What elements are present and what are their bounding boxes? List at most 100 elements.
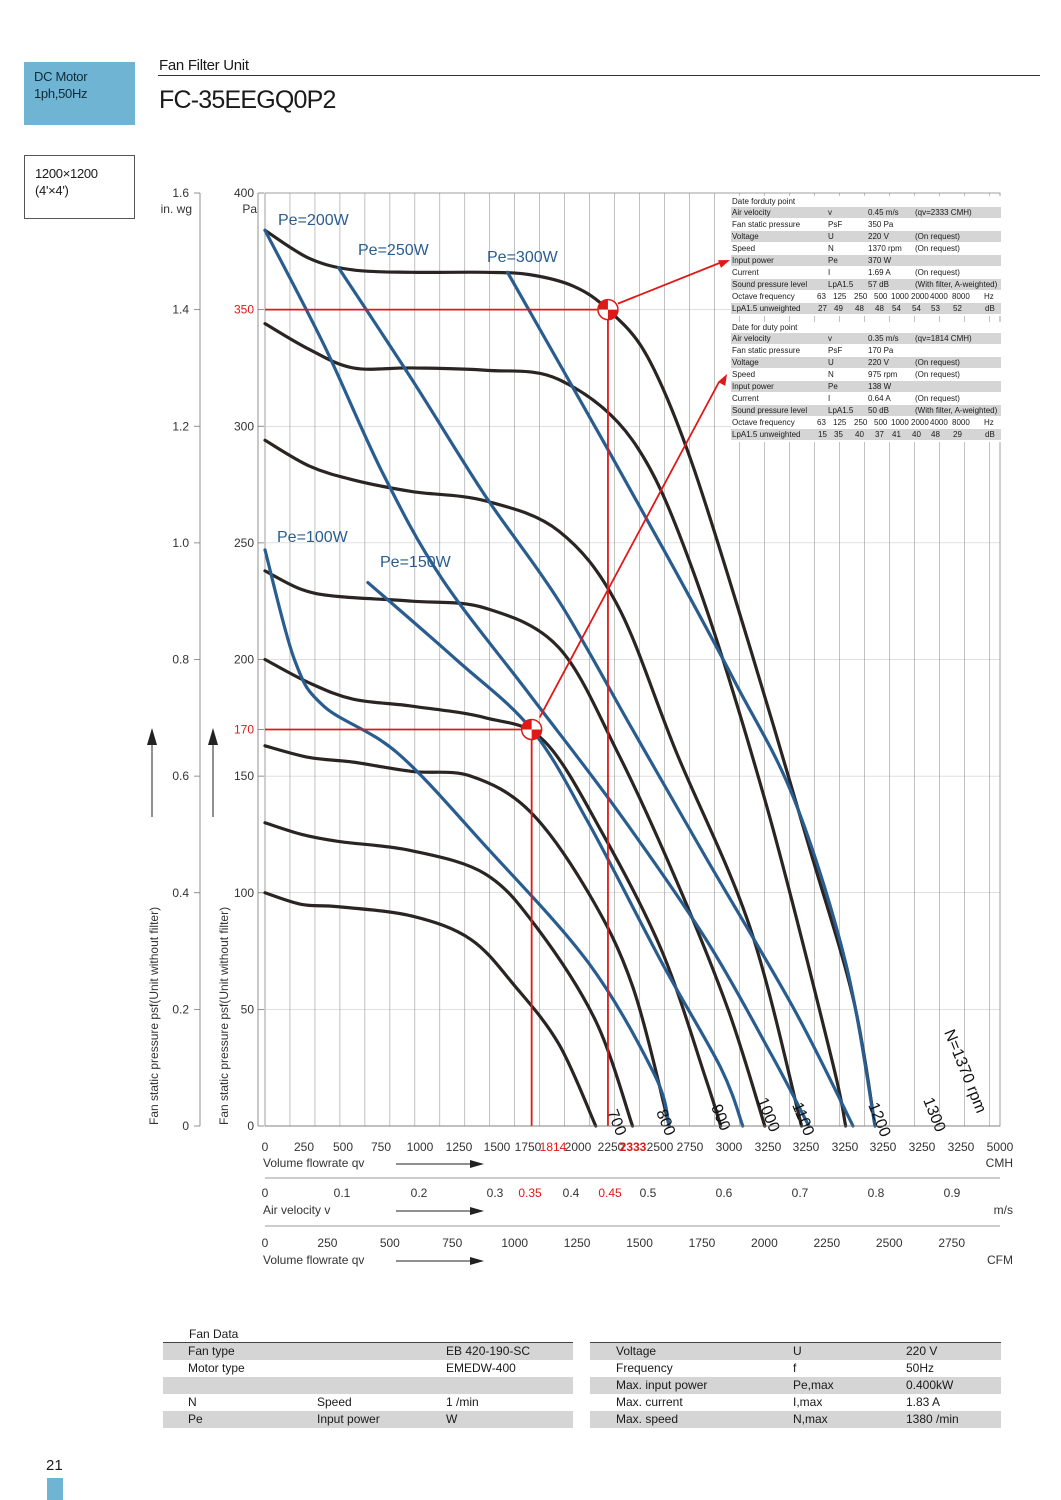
cmh-axis-title: Volume flowrate qv [263,1156,364,1170]
fan-data-cell: U [793,1344,802,1358]
duty-table-cell: 15 [818,430,827,439]
left-axis-title-pa: Fan static pressure psf(Unit without fil… [217,907,231,1125]
duty-table-cell: 63 [817,418,826,427]
duty-table-cell: (On request) [915,244,960,253]
product-subtitle: Fan Filter Unit [159,57,249,74]
inwg-tick-label: 0.2 [172,1002,189,1016]
duty-table-cell: Sound pressure level [732,280,808,289]
fan-data-cell: Frequency [616,1361,673,1375]
page-number: 21 [46,1457,63,1474]
fan-data-cell: EMEDW-400 [446,1361,516,1375]
fan-data-row: N Speed 1 /min [163,1394,573,1411]
duty-table-cell: Voltage [732,232,759,241]
cfm-tick-label: 250 [317,1236,337,1250]
duty-table-cell: v [828,208,832,217]
duty-table-cell: dB [985,430,995,439]
duty-table-cell: 54 [892,304,901,313]
inwg-tick-label: 0.6 [172,769,189,783]
duty-pointer-line [617,261,723,305]
cmh-tick-label: 5000 [987,1140,1014,1154]
duty-table-cell: 138 W [868,382,892,391]
duty-table-row: Air velocity v 0.35 m/s (qv=1814 CMH) [731,333,1001,344]
pressure-arrow-head [147,728,157,745]
page-title: FC-35EEGQ0P2 [159,86,336,114]
pa-tick-label: 350 [234,303,254,317]
page-tab-marker [47,1478,63,1500]
size-box: 1200×1200 (4'×4') [24,155,135,219]
duty-table-row: Octave frequency 63 125 250 500 1000 2000 4000 8… [731,417,1001,428]
duty-table-cell: 220 V [868,232,889,241]
duty-table-cell: 40 [912,430,921,439]
power-curve-label: Pe=250W [358,242,430,259]
fan-data-row: Voltage U 220 V [590,1343,1001,1360]
cmh-arrow-head [470,1160,484,1168]
pa-tick-label: 50 [241,1002,255,1016]
cmh-tick-label: 750 [371,1140,391,1154]
duty-table-row: Date forduty point [731,196,1001,207]
duty-table-cell: 2000 [911,418,929,427]
inwg-tick-label: 0 [182,1119,189,1133]
fan-data-cell: 1.83 A [906,1395,941,1409]
duty-table-cell: 48 [931,430,940,439]
duty-table-row: Fan static pressure PsF 350 Pa [731,219,1001,230]
ms-tick-label: 0.7 [792,1186,809,1200]
pa-tick-label: 400 [234,186,254,200]
speed-curve-label: 1100 [788,1100,817,1138]
fan-data-cell: Max. speed [616,1412,679,1426]
duty-table-cell: 41 [892,430,901,439]
duty-table-row: Fan static pressure PsF 170 Pa [731,345,1001,356]
cfm-tick-label: 2250 [813,1236,840,1250]
duty-table-cell: N [828,370,834,379]
ms-tick-label: 0.8 [868,1186,885,1200]
duty-table-cell: 220 V [868,358,889,367]
speed-curve-label: 800 [652,1107,678,1138]
duty-table-row: Current I 0.64 A (On request) [731,393,1001,404]
duty-table-cell: 48 [855,304,864,313]
fan-data-cell: 0.400kW [906,1378,954,1392]
fan-data-cell: 1 /min [446,1395,479,1409]
duty-table-cell: 29 [953,430,962,439]
speed-curve [263,657,723,1128]
ms-tick-label: 0.9 [944,1186,961,1200]
duty-table-cell: Sound pressure level [732,406,808,415]
cmh-tick-label: 3250 [832,1140,859,1154]
cmh-tick-label: 250 [294,1140,314,1154]
duty-table-cell: 2000 [911,292,929,301]
ms-tick-label: 0.6 [716,1186,733,1200]
duty-table-cell: (With filter, A-weighted) [915,280,998,289]
pressure-arrow-head [208,728,218,745]
ms-arrow-head [470,1207,484,1215]
fan-data-cell: 220 V [906,1344,938,1358]
cmh-tick-label: 2333 [620,1140,647,1154]
cmh-tick-label: 2250 [598,1140,625,1154]
cfm-tick-label: 1500 [626,1236,653,1250]
duty-pointer-arrowhead [717,374,727,386]
duty-table-cell: Air velocity [732,208,771,217]
cfm-tick-label: 750 [442,1236,462,1250]
duty-point-table-2: Date for duty point Air velocity v 0.35 m/s… [731,322,1001,442]
duty-table-cell: Air velocity [732,334,771,343]
duty-table-cell: 0.35 m/s [868,334,899,343]
duty-table-cell: Octave frequency [732,418,795,427]
ms-tick-label: 0.35 [518,1186,542,1200]
cfm-tick-label: 500 [380,1236,400,1250]
duty-table-cell: 57 dB [868,280,889,289]
duty-pointer-line [538,381,720,718]
pa-tick-label: 150 [234,769,254,783]
cmh-tick-label: 3000 [716,1140,743,1154]
duty-table-cell: Octave frequency [732,292,795,301]
cfm-tick-label: 1000 [501,1236,528,1250]
cmh-tick-label: 1500 [484,1140,511,1154]
fan-data-row: Frequency f 50Hz [590,1360,1001,1377]
duty-table-cell: I [828,394,831,403]
duty-table-cell: dB [985,304,995,313]
duty-table-cell: v [828,334,832,343]
cmh-tick-label: 1750 [515,1140,542,1154]
duty-table-row: Speed N 1370 rpm (On request) [731,243,1001,254]
duty-table-cell: Speed [732,244,756,253]
speed-curve-label: 1300 [919,1095,948,1134]
duty-table-cell: Hz [984,418,994,427]
duty-table-cell: 0.64 A [868,394,891,403]
duty-table-cell: 1370 rpm [868,244,902,253]
cmh-tick-label: 2500 [647,1140,674,1154]
